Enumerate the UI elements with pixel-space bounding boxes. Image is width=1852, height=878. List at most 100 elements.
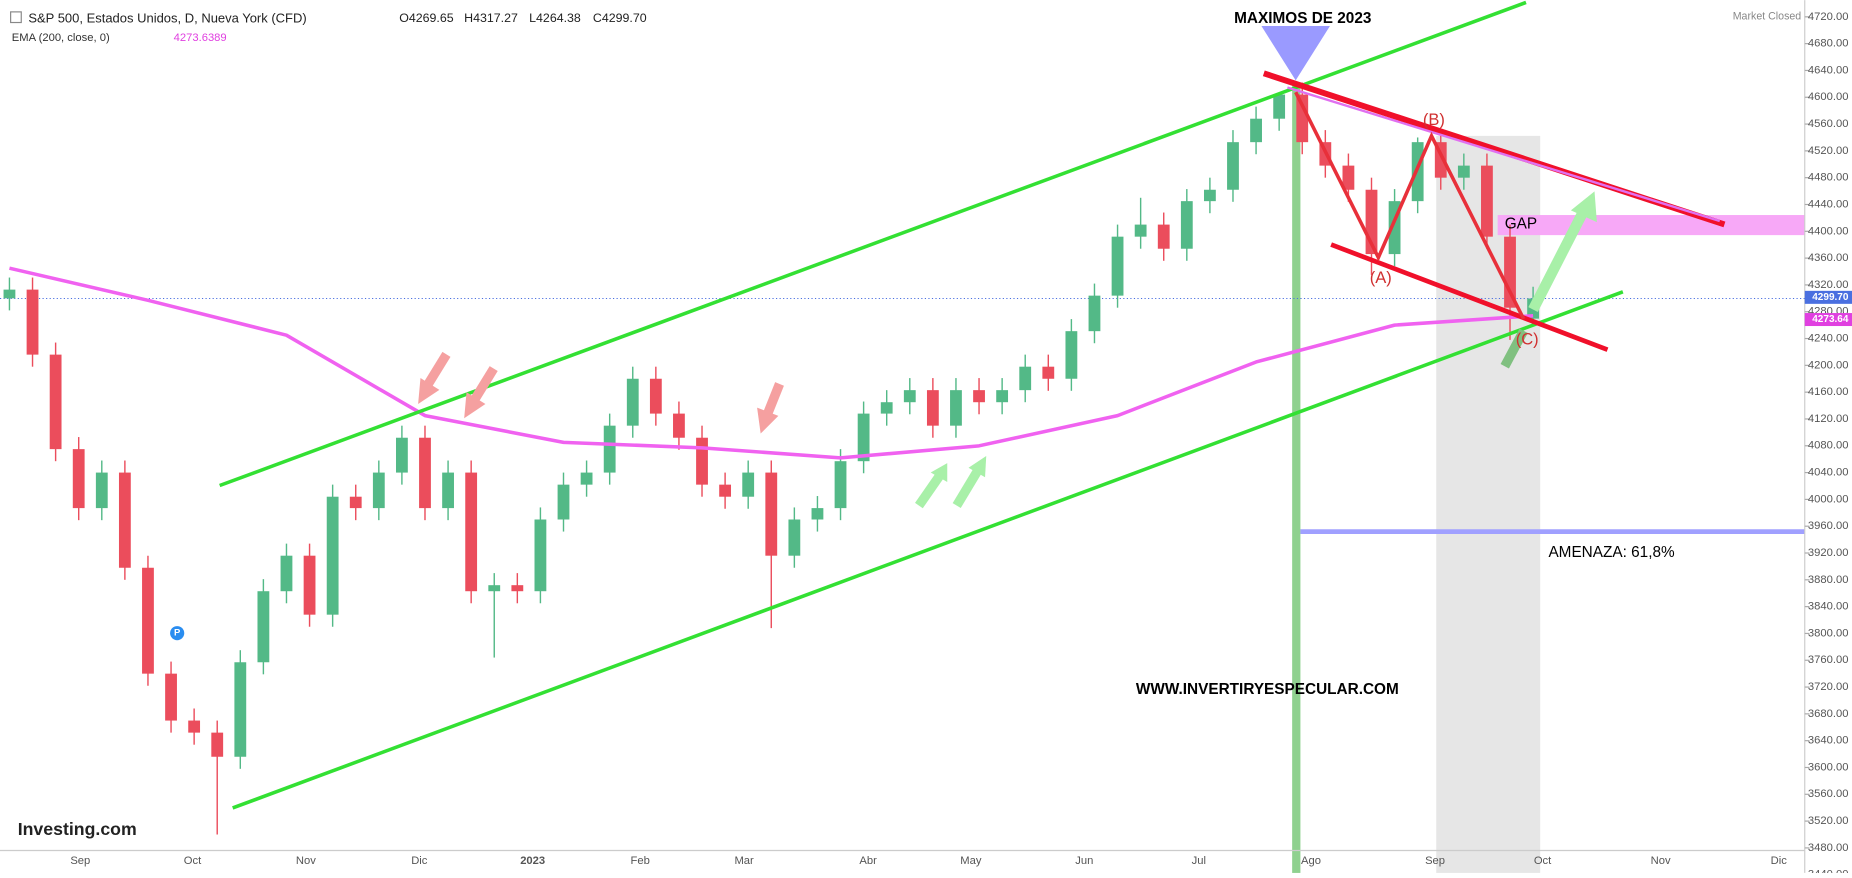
candle-body [811, 508, 824, 520]
ohlc: H4317.27 [464, 11, 518, 25]
candle-body [95, 472, 108, 509]
trend-top-inner [1287, 86, 1721, 223]
candle-body [834, 461, 847, 509]
y-tick-label: 3720.00 [1808, 681, 1849, 693]
y-tick-label: 3920.00 [1808, 547, 1849, 559]
x-tick-label: Dic [1771, 855, 1788, 867]
x-tick-label: Feb [630, 855, 649, 867]
y-tick-label: 4600.00 [1808, 91, 1849, 103]
x-tick-label: Sep [1425, 855, 1445, 867]
shaded-range [1436, 135, 1541, 873]
x-tick-label: Nov [1651, 855, 1671, 867]
x-tick-label: Mar [734, 855, 754, 867]
candle-body [765, 472, 778, 556]
y-tick-label: 4160.00 [1808, 386, 1849, 398]
y-tick-label: 4400.00 [1808, 225, 1849, 237]
arrow [952, 467, 983, 509]
x-tick-label: Jul [1192, 855, 1206, 867]
x-tick-label: Dic [411, 855, 428, 867]
arrow-head [464, 392, 486, 419]
candle-body [1019, 366, 1032, 391]
ohlc: C4299.70 [593, 11, 647, 25]
y-tick-label: 4240.00 [1808, 333, 1849, 345]
candle-body [903, 390, 916, 403]
y-tick-label: 4480.00 [1808, 172, 1849, 184]
legend: S&P 500, Estados Unidos, D, Nueva York (… [10, 10, 1802, 44]
y-tick-label: 4640.00 [1808, 64, 1849, 76]
candle-body [719, 484, 732, 497]
candle-body [1088, 295, 1101, 332]
peak-marker [1261, 26, 1330, 81]
y-tick-label: 3480.00 [1808, 842, 1849, 854]
candle-body [3, 289, 16, 299]
x-tick-label: Sep [70, 855, 90, 867]
event-marker [170, 626, 185, 641]
candle-body [649, 378, 662, 414]
arrow [1528, 210, 1588, 312]
candle-body [603, 425, 616, 473]
candle-body [395, 437, 408, 473]
candle-body [673, 413, 685, 438]
x-tick-label: Ago [1301, 855, 1321, 867]
ema-value: 4273.6389 [174, 32, 227, 44]
candle-body [973, 390, 985, 403]
candle-body [488, 585, 501, 592]
candle-body [1342, 165, 1355, 190]
candle-body [1180, 201, 1193, 249]
candle-body [1042, 366, 1055, 379]
y-tick-label: 4360.00 [1808, 252, 1849, 264]
arrow-head [1570, 191, 1597, 223]
candle-body [1434, 142, 1447, 178]
gap-label: GAP [1505, 216, 1537, 233]
y-tick-label: 4120.00 [1808, 413, 1849, 425]
candle-body [926, 390, 939, 426]
candle-body [1481, 165, 1493, 237]
candle-body [188, 720, 201, 733]
y-tick-label: 3600.00 [1808, 761, 1849, 773]
chart-title: S&P 500, Estados Unidos, D, Nueva York (… [28, 10, 306, 25]
candle-body [49, 354, 62, 450]
candle-body [465, 472, 478, 592]
status: Market Closed [1733, 10, 1802, 22]
candle-body [280, 555, 293, 592]
arrow-head [968, 455, 987, 478]
candle-body [372, 472, 385, 509]
candle-body [626, 378, 639, 426]
candle-body [1157, 224, 1170, 249]
candle-body [26, 289, 39, 355]
annotation-shapes [1292, 85, 1805, 873]
candle-body [1388, 201, 1401, 255]
candle-body [1273, 94, 1286, 119]
candle-body [742, 472, 755, 497]
website: WWW.INVERTIRYESPECULAR.COM [1136, 681, 1399, 698]
candle-body [580, 472, 593, 485]
candle-body [326, 496, 339, 615]
candle-body [1111, 236, 1124, 296]
wave-label: (A) [1370, 268, 1392, 287]
candle-body [1504, 236, 1516, 308]
gap-zone [1497, 215, 1805, 236]
logo: Investing.com [18, 819, 137, 839]
y-tick-label: 4080.00 [1808, 440, 1849, 452]
y-tick-label: 4440.00 [1808, 198, 1849, 210]
y-tick-label: 4520.00 [1808, 145, 1849, 157]
peak-label: MAXIMOS DE 2023 [1234, 10, 1371, 27]
y-tick-label: 3560.00 [1808, 788, 1849, 800]
candle-body [534, 519, 547, 592]
candle-body [511, 585, 524, 592]
x-tick-label: Nov [296, 855, 316, 867]
arrow [470, 366, 498, 402]
candle-body [1457, 165, 1470, 178]
y-tick-label: 3760.00 [1808, 654, 1849, 666]
x-tick-label: Oct [184, 855, 202, 867]
y-tick-label: 3880.00 [1808, 574, 1849, 586]
candle-body [142, 567, 154, 674]
candle-body [1227, 142, 1239, 190]
candle-body [442, 472, 454, 509]
candle-body [996, 390, 1009, 403]
y-tick-label: 4040.00 [1808, 467, 1849, 479]
event-marker-label: P [174, 628, 180, 639]
